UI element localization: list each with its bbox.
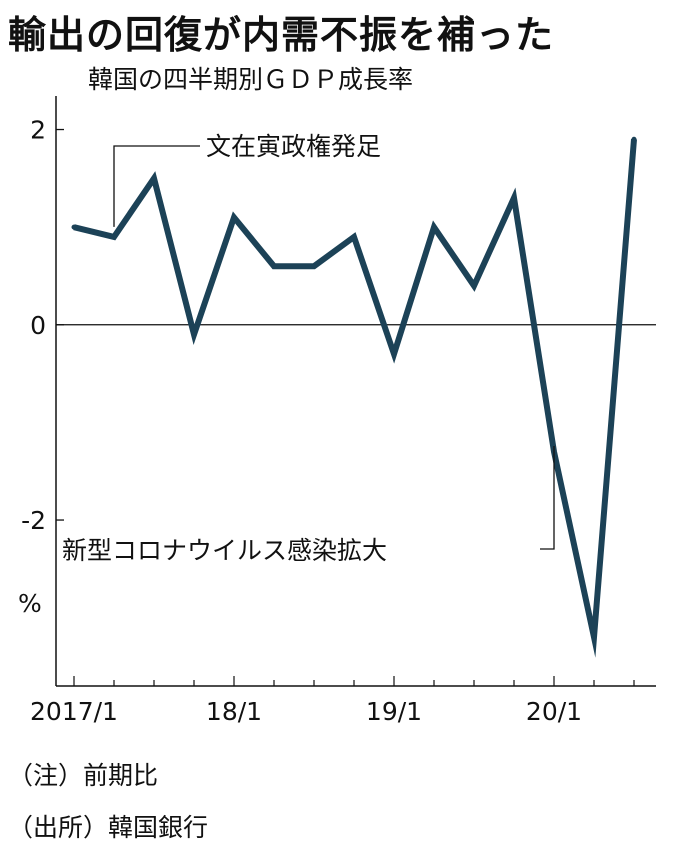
data-point (71, 224, 77, 230)
x-tick-label: 20/1 (526, 697, 582, 726)
x-tick-label: 2017/1 (30, 697, 118, 726)
note-basis: （注）前期比 (8, 761, 159, 790)
data-point (191, 332, 197, 338)
note-source: （出所）韓国銀行 (8, 813, 209, 842)
x-tick-label: 18/1 (206, 697, 262, 726)
annotation-leader (113, 145, 200, 227)
annotation-leader (540, 446, 555, 550)
plot-area: 2 0 -2 2017/1 18/1 19/1 20/1 文在寅政権発足新型コロナウイルス感染… (21, 96, 656, 726)
data-point (231, 214, 237, 220)
data-point (511, 195, 517, 201)
data-point (111, 234, 117, 240)
y-tick-label: -2 (21, 506, 46, 535)
chart-title: 輸出の回復が内需不振を補った (8, 13, 555, 57)
y-tick-label: 0 (30, 311, 46, 340)
data-point (151, 175, 157, 181)
data-point (471, 283, 477, 289)
data-point (351, 234, 357, 240)
data-point (631, 136, 637, 142)
chart-subtitle: 韓国の四半期別ＧＤＰ成長率 (88, 65, 413, 94)
annotation-label: 新型コロナウイルス感染拡大 (62, 536, 387, 565)
unit-label: % (18, 589, 42, 618)
x-tick-label: 19/1 (366, 697, 422, 726)
data-point (431, 224, 437, 230)
annotation-label: 文在寅政権発足 (206, 132, 381, 161)
data-point (311, 263, 317, 269)
data-point (271, 263, 277, 269)
data-point (391, 351, 397, 357)
y-tick-label: 2 (30, 116, 46, 145)
data-point (591, 634, 597, 640)
